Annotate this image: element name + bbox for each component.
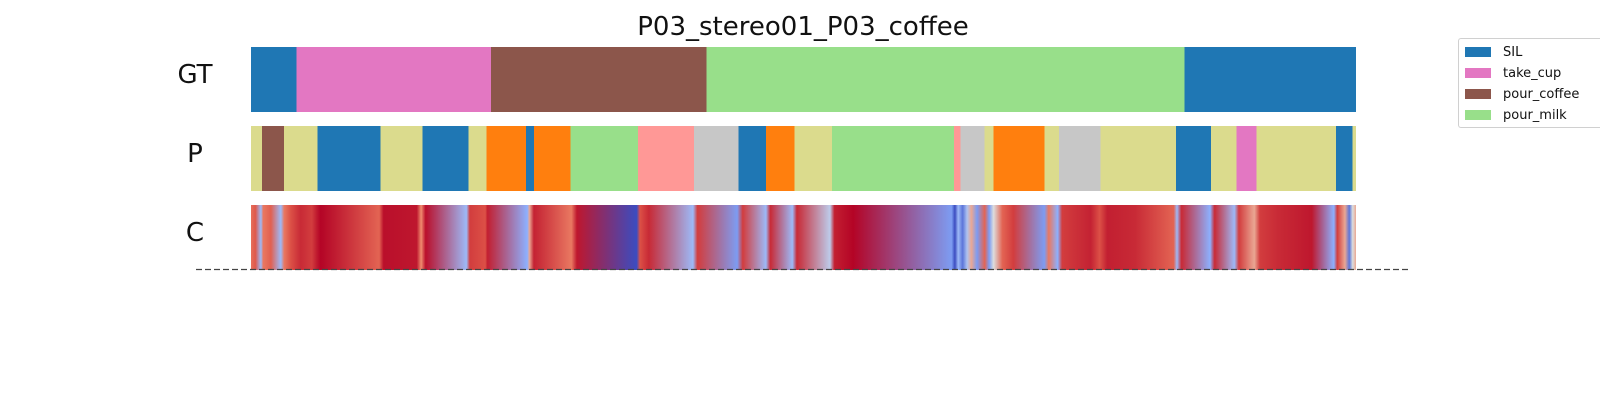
pred-segment-26 <box>1236 126 1257 191</box>
legend-label-sil: SIL <box>1503 44 1523 60</box>
gt-segment-4 <box>1184 47 1356 112</box>
legend-item-sil: SIL <box>1465 44 1522 60</box>
confidence-row <box>251 205 1356 270</box>
pred-segment-21 <box>1044 126 1059 191</box>
row-label-gt: GT <box>177 60 213 90</box>
legend-label-take-cup: take_cup <box>1503 65 1562 81</box>
legend-swatch-pour-coffee <box>1465 89 1491 99</box>
pred-segment-17 <box>953 126 961 191</box>
pred-segment-12 <box>694 126 739 191</box>
pred-segment-1 <box>262 126 285 191</box>
pred-segment-27 <box>1256 126 1337 191</box>
pred-segment-16 <box>832 126 954 191</box>
pred-segment-19 <box>984 126 994 191</box>
legend-label-pour-milk: pour_milk <box>1503 107 1567 123</box>
pred-segment-3 <box>317 126 381 191</box>
pred-segment-20 <box>993 126 1045 191</box>
gt-segment-0 <box>251 47 297 112</box>
pred-segment-23 <box>1100 126 1176 191</box>
pred-segment-10 <box>570 126 638 191</box>
legend-label-pour-coffee: pour_coffee <box>1503 86 1580 102</box>
pred-segment-14 <box>765 126 795 191</box>
pred-segment-18 <box>960 126 985 191</box>
pred-segment-25 <box>1211 126 1237 191</box>
row-label-c: C <box>185 218 205 248</box>
gt-segment-3 <box>706 47 1185 112</box>
pred-segment-22 <box>1058 126 1101 191</box>
pred-segment-2 <box>284 126 318 191</box>
pred-segment-7 <box>486 126 527 191</box>
pred-segment-11 <box>637 126 695 191</box>
pred-segment-5 <box>422 126 469 191</box>
pred-segment-6 <box>468 126 487 191</box>
pred-segment-0 <box>251 126 263 191</box>
gt-segment-1 <box>296 47 491 112</box>
legend-swatch-pour-milk <box>1465 110 1491 120</box>
legend-item-pour-milk: pour_milk <box>1465 107 1567 123</box>
row-label-p: P <box>187 139 203 169</box>
legend-item-take-cup: take_cup <box>1465 65 1561 81</box>
gt-row <box>251 47 1356 112</box>
gt-segment-2 <box>490 47 707 112</box>
prediction-row <box>251 126 1356 191</box>
pred-segment-24 <box>1175 126 1212 191</box>
pred-segment-9 <box>533 126 571 191</box>
legend-swatch-take-cup <box>1465 68 1491 78</box>
pred-segment-15 <box>794 126 833 191</box>
legend-swatch-sil <box>1465 47 1491 57</box>
legend-item-pour-coffee: pour_coffee <box>1465 86 1579 102</box>
pred-segment-8 <box>526 126 534 191</box>
pred-segment-13 <box>738 126 766 191</box>
pred-segment-29 <box>1352 126 1356 191</box>
pred-segment-4 <box>380 126 423 191</box>
legend: SIL take_cup pour_coffee pour_milk <box>1458 38 1600 128</box>
chart-title: P03_stereo01_P03_coffee <box>637 12 969 42</box>
confidence-strip <box>251 205 1356 270</box>
pred-segment-28 <box>1336 126 1353 191</box>
